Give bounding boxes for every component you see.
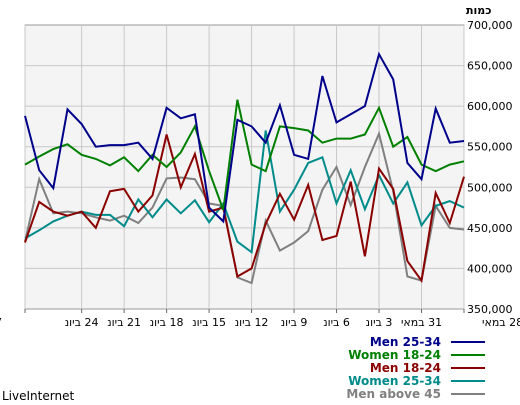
series-line-men-above-45 [24,130,465,285]
y-tick-label: 650,000 [467,60,513,73]
x-tick-label: 18 ביונ [150,316,184,329]
plot-area-background [24,24,465,310]
x-tick-label: 6 ביונ [323,316,350,329]
y-axis-ticks: 350,000 400,000 450,000 500,000 550,000 600,0… [467,19,513,316]
legend-label: Men above 45 [346,387,441,401]
brand-label: LiveInternet [2,389,74,403]
y-axis-title: כמות [466,4,491,17]
x-tick-label: 3 ביונ [366,316,393,329]
x-tick-label: 27 ביונ [0,316,2,329]
y-tick-label: 700,000 [467,19,513,32]
y-tick-label: 450,000 [467,222,513,235]
series-line-men-25-34 [24,51,465,224]
x-tick-label: 28 במאי [482,316,520,329]
y-tick-label: 400,000 [467,262,513,275]
series-lines [24,51,465,285]
x-tick-label: 31 במאי [401,316,442,329]
x-axis-ticks: 28 במאי 31 במאי 3 ביונ 6 ביונ 9 ביונ 12 ביונ 1… [0,309,520,329]
x-tick-label: 9 ביונ [281,316,308,329]
series-line-men-18-24 [24,134,465,284]
series-line-women-18-24 [24,99,465,211]
legend-label: Women 18-24 [348,348,441,362]
legend-label: Women 25-34 [348,374,441,388]
y-tick-label: 550,000 [467,141,513,154]
x-tick-label: 24 ביונ [65,316,99,329]
y-tick-label: 600,000 [467,100,513,113]
y-tick-label: 350,000 [467,303,513,316]
legend-label: Men 18-24 [370,361,441,375]
series-line-women-25-34 [24,130,465,255]
y-tick-label: 500,000 [467,181,513,194]
x-tick-label: 21 ביונ [107,316,141,329]
x-tick-label: 15 ביונ [192,316,226,329]
legend-label: Men 25-34 [370,335,441,349]
x-tick-label: 12 ביונ [235,316,269,329]
